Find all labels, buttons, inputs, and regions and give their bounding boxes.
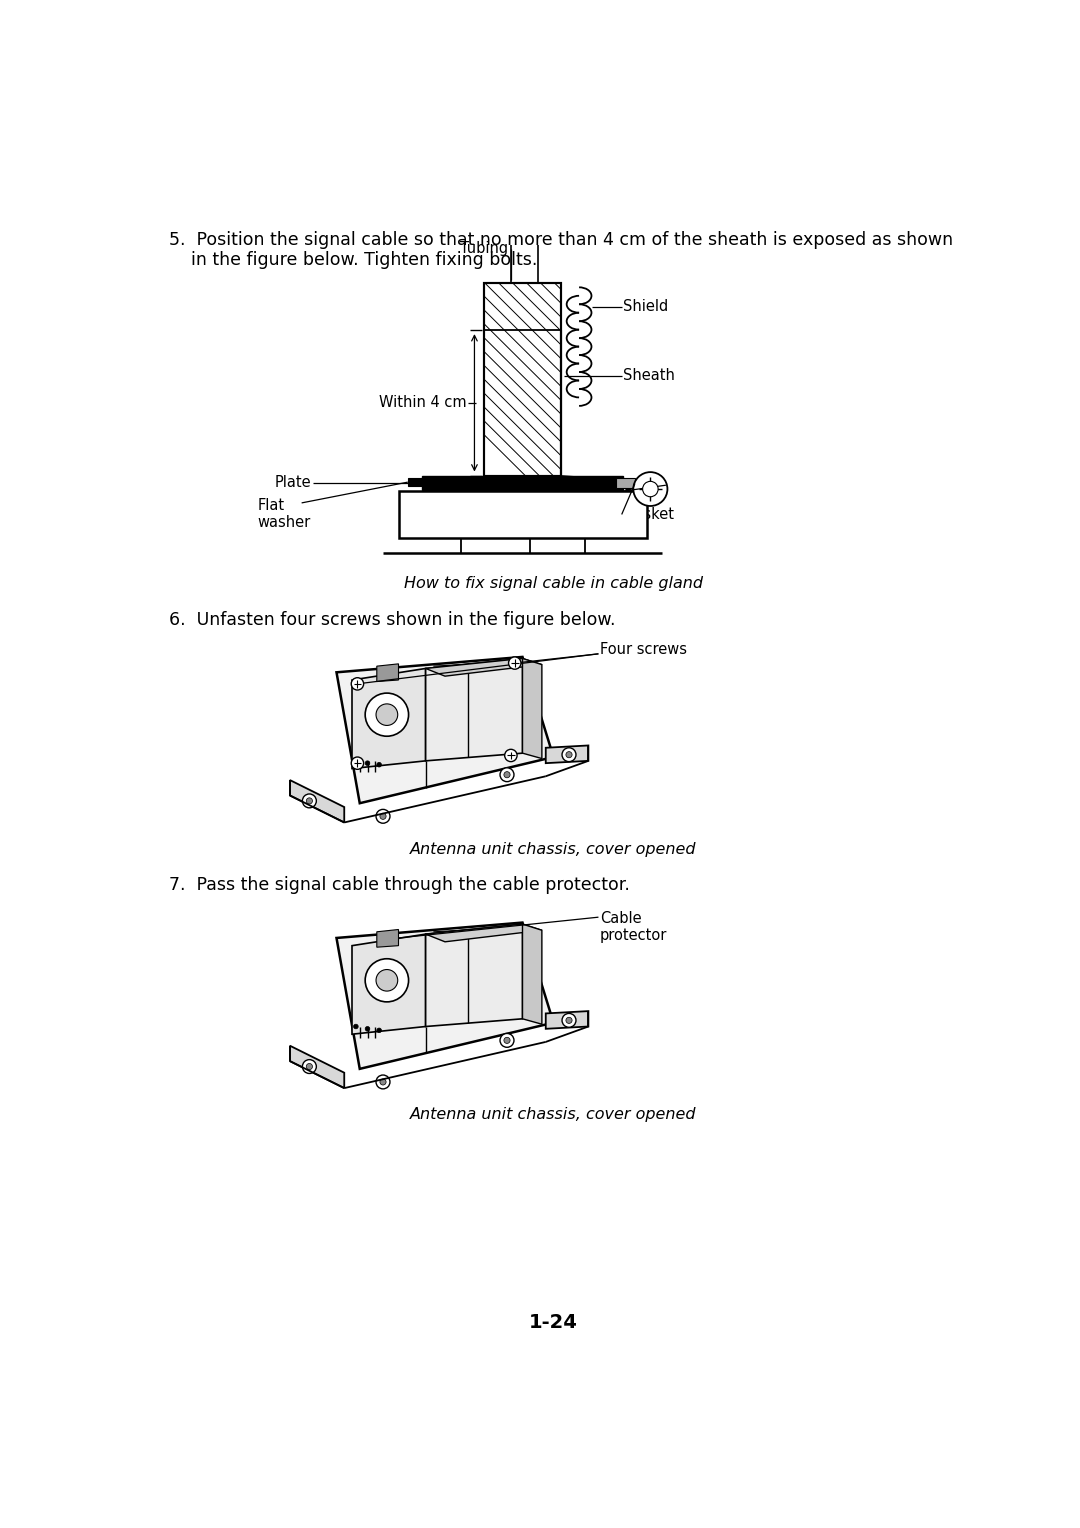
Polygon shape xyxy=(426,924,542,941)
Text: Antenna unit chassis, cover opened: Antenna unit chassis, cover opened xyxy=(410,1108,697,1123)
Circle shape xyxy=(380,813,387,819)
Circle shape xyxy=(376,704,397,726)
Polygon shape xyxy=(523,924,542,1024)
Text: Gasket: Gasket xyxy=(623,507,674,523)
Polygon shape xyxy=(523,659,542,758)
Polygon shape xyxy=(426,659,523,761)
Text: Four screws: Four screws xyxy=(600,642,687,657)
Text: Tubing: Tubing xyxy=(460,241,509,257)
Polygon shape xyxy=(426,924,523,1027)
Circle shape xyxy=(351,678,364,691)
Text: Plate: Plate xyxy=(274,475,311,490)
Circle shape xyxy=(376,970,397,992)
Circle shape xyxy=(500,1033,514,1047)
Circle shape xyxy=(377,762,381,767)
Text: 5.  Position the signal cable so that no more than 4 cm of the sheath is exposed: 5. Position the signal cable so that no … xyxy=(170,231,954,249)
Polygon shape xyxy=(545,1012,589,1028)
Circle shape xyxy=(380,1079,387,1085)
Circle shape xyxy=(509,657,521,669)
Circle shape xyxy=(302,795,316,808)
Text: 6.  Unfasten four screws shown in the figure below.: 6. Unfasten four screws shown in the fig… xyxy=(170,611,616,628)
Text: Bolt: Bolt xyxy=(623,484,652,498)
Text: How to fix signal cable in cable gland: How to fix signal cable in cable gland xyxy=(404,576,703,591)
Circle shape xyxy=(351,756,364,769)
Polygon shape xyxy=(377,663,399,681)
Circle shape xyxy=(504,772,510,778)
Polygon shape xyxy=(337,923,554,1070)
Polygon shape xyxy=(545,746,589,762)
Text: Within 4 cm: Within 4 cm xyxy=(379,396,467,411)
Circle shape xyxy=(566,752,572,758)
Bar xyxy=(422,475,623,490)
Circle shape xyxy=(643,481,658,497)
Circle shape xyxy=(365,1027,369,1031)
Bar xyxy=(484,284,562,475)
Circle shape xyxy=(376,810,390,824)
Circle shape xyxy=(365,761,369,766)
Circle shape xyxy=(504,1038,510,1044)
Circle shape xyxy=(562,1013,576,1027)
Bar xyxy=(399,492,647,538)
Circle shape xyxy=(365,694,408,736)
Polygon shape xyxy=(291,781,345,822)
Text: Sheath: Sheath xyxy=(623,368,675,384)
Text: 7.  Pass the signal cable through the cable protector.: 7. Pass the signal cable through the cab… xyxy=(170,877,630,894)
Polygon shape xyxy=(352,934,426,1034)
Circle shape xyxy=(353,1024,359,1028)
Polygon shape xyxy=(352,668,426,769)
Bar xyxy=(408,478,424,486)
Text: in the figure below. Tighten fixing bolts.: in the figure below. Tighten fixing bolt… xyxy=(170,251,538,269)
Circle shape xyxy=(504,749,517,761)
Text: Cable
protector: Cable protector xyxy=(600,911,667,943)
Circle shape xyxy=(302,1059,316,1074)
Polygon shape xyxy=(377,929,399,947)
Text: CABLE GLAND: CABLE GLAND xyxy=(463,506,582,524)
Circle shape xyxy=(566,1018,572,1024)
Circle shape xyxy=(500,767,514,782)
Polygon shape xyxy=(337,657,554,804)
Circle shape xyxy=(377,1028,381,1033)
Circle shape xyxy=(365,958,408,1002)
Polygon shape xyxy=(291,1045,345,1088)
Text: Shield: Shield xyxy=(623,299,669,315)
Bar xyxy=(484,284,562,475)
Bar xyxy=(616,477,635,489)
Text: Flat
washer: Flat washer xyxy=(257,498,311,530)
Text: Antenna unit chassis, cover opened: Antenna unit chassis, cover opened xyxy=(410,842,697,857)
Circle shape xyxy=(376,1076,390,1089)
Circle shape xyxy=(633,472,667,506)
Circle shape xyxy=(353,758,359,762)
Circle shape xyxy=(307,798,312,804)
Circle shape xyxy=(562,747,576,761)
Polygon shape xyxy=(426,659,542,677)
Circle shape xyxy=(307,1063,312,1070)
Text: 1-24: 1-24 xyxy=(529,1314,578,1332)
